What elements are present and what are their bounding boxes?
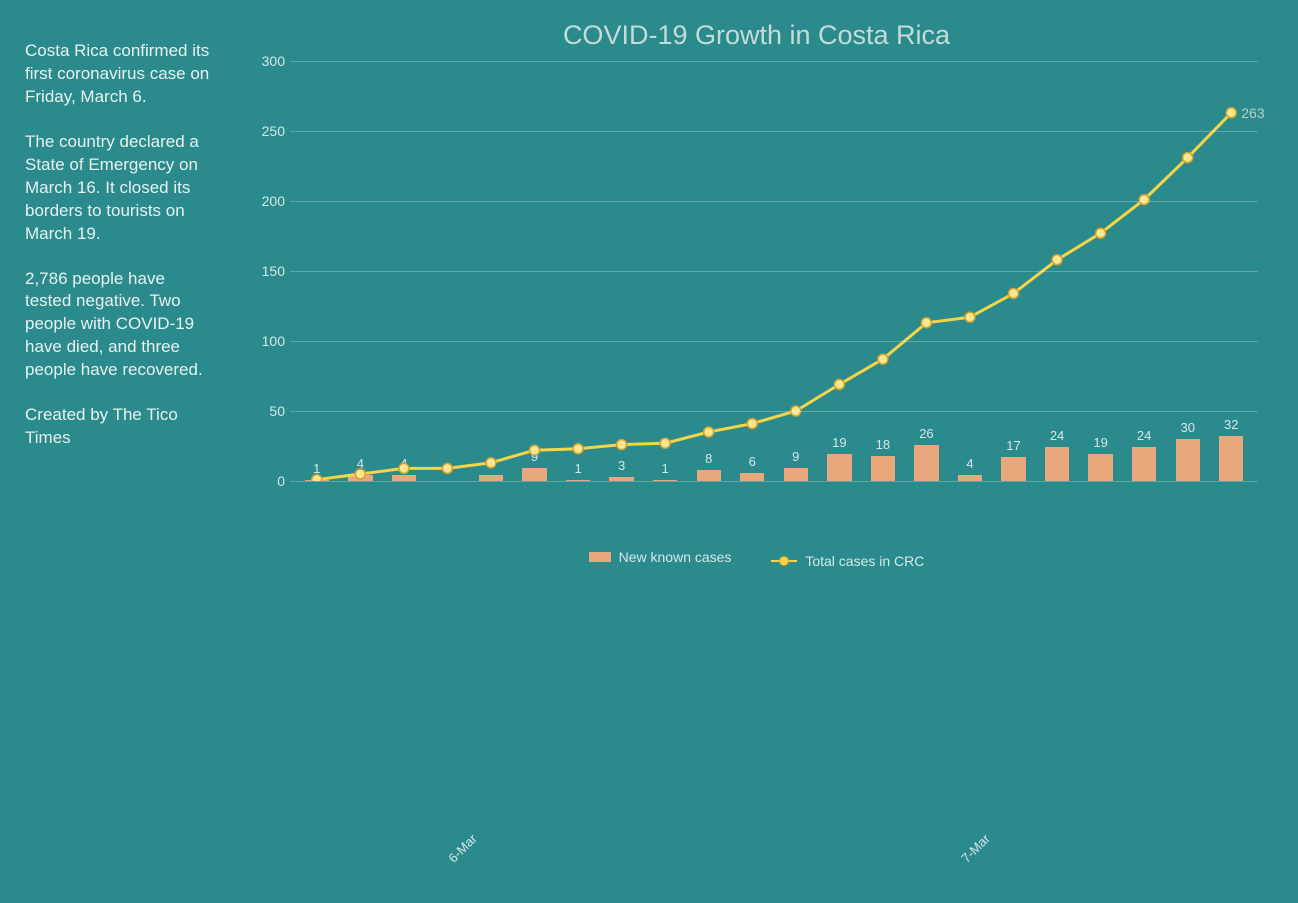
intro-para-1: Costa Rica confirmed its first coronavir… [25, 40, 215, 109]
bar-value-label: 4 [400, 456, 407, 471]
grid-line [290, 271, 1258, 272]
grid-line [290, 481, 1258, 482]
legend-swatch-line [771, 560, 797, 562]
bar-value-label: 8 [705, 451, 712, 466]
bar [827, 454, 851, 481]
legend-swatch-bars [589, 552, 611, 562]
x-axis: 6-Mar7-Mar8-Mar9-Mar10-Mar11-Mar12-Mar13… [290, 481, 1258, 541]
y-tick-label: 0 [245, 473, 285, 489]
intro-para-2: The country declared a State of Emergenc… [25, 131, 215, 246]
grid-line [290, 61, 1258, 62]
intro-para-3: 2,786 people have tested negative. Two p… [25, 268, 215, 383]
bar-value-label: 9 [792, 449, 799, 464]
legend-item-bars: New known cases [589, 549, 732, 565]
chart-area: COVID-19 Growth in Costa Rica 0 50 100 150 2… [235, 0, 1298, 570]
plot-region: 050100150200250300 144049131869191826417… [290, 61, 1258, 481]
line-end-label: 263 [1241, 105, 1264, 121]
bar-value-label: 0 [444, 462, 451, 477]
bar-value-label: 17 [1006, 438, 1020, 453]
bar-value-label: 4 [487, 456, 494, 471]
bar [522, 468, 546, 481]
attribution: Created by The Tico Times [25, 404, 215, 450]
bar-value-label: 4 [966, 456, 973, 471]
grid-line [290, 201, 1258, 202]
y-tick-label: 250 [245, 123, 285, 139]
bar-value-label: 24 [1050, 428, 1064, 443]
bar-value-label: 1 [313, 461, 320, 476]
bar-value-label: 4 [357, 456, 364, 471]
bar-value-label: 24 [1137, 428, 1151, 443]
legend-label-bars: New known cases [619, 549, 732, 565]
bar-value-label: 9 [531, 449, 538, 464]
bar [784, 468, 808, 481]
grid-line [290, 131, 1258, 132]
bar-value-label: 19 [832, 435, 846, 450]
bar-value-label: 6 [749, 454, 756, 469]
bar [1088, 454, 1112, 481]
bar [1176, 439, 1200, 481]
bar-value-label: 1 [574, 461, 581, 476]
bar-value-label: 30 [1180, 420, 1194, 435]
bar-value-label: 18 [876, 437, 890, 452]
y-axis: 050100150200250300 [245, 61, 285, 481]
bar [871, 456, 895, 481]
y-tick-label: 100 [245, 333, 285, 349]
bar-value-label: 32 [1224, 417, 1238, 432]
sidebar-text: Costa Rica confirmed its first coronavir… [0, 0, 235, 570]
bar-value-label: 3 [618, 458, 625, 473]
bar [697, 470, 721, 481]
bar [740, 473, 764, 481]
bar [1045, 447, 1069, 481]
bar-value-label: 1 [662, 461, 669, 476]
bar [1132, 447, 1156, 481]
grid-line [290, 341, 1258, 342]
y-tick-label: 150 [245, 263, 285, 279]
bar [1001, 457, 1025, 481]
y-tick-label: 200 [245, 193, 285, 209]
grid-line [290, 411, 1258, 412]
bar [1219, 436, 1243, 481]
bar [914, 445, 938, 481]
y-tick-label: 300 [245, 53, 285, 69]
y-tick-label: 50 [245, 403, 285, 419]
bar-value-label: 19 [1093, 435, 1107, 450]
bar-value-label: 26 [919, 426, 933, 441]
chart-title: COVID-19 Growth in Costa Rica [245, 20, 1268, 51]
